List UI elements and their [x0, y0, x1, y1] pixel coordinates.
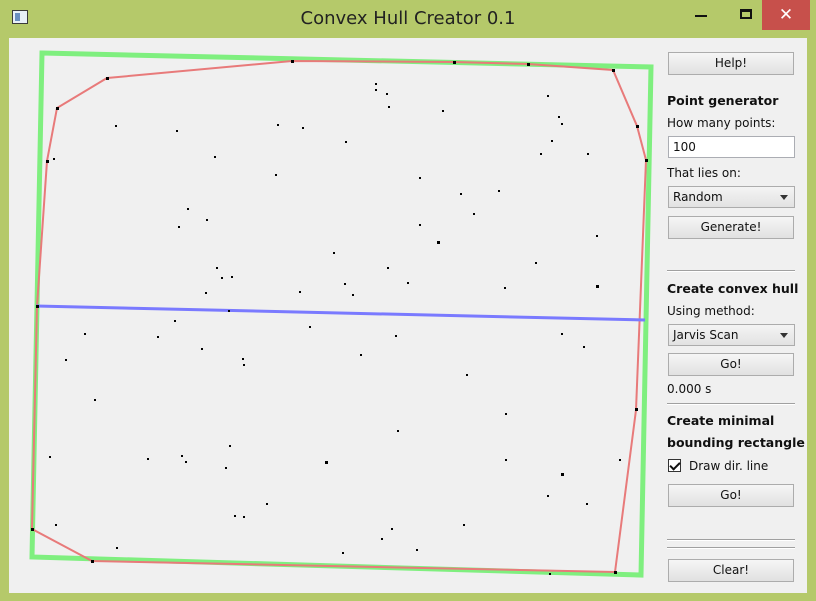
- hull-go-button[interactable]: Go!: [668, 353, 794, 376]
- close-button[interactable]: ✕: [762, 0, 810, 30]
- app-icon: [12, 10, 28, 24]
- client-area: Help! Point generator How many points: 1…: [9, 38, 807, 593]
- separator: [667, 547, 795, 549]
- points-count-input[interactable]: 100: [668, 136, 795, 158]
- draw-dir-line-label[interactable]: Draw dir. line: [689, 459, 769, 473]
- bounding-rect-heading-2: bounding rectangle: [667, 435, 805, 450]
- draw-dir-line-checkbox[interactable]: [668, 459, 681, 472]
- help-button[interactable]: Help!: [668, 52, 794, 75]
- chevron-down-icon: [780, 333, 788, 338]
- chevron-down-icon: [780, 195, 788, 200]
- control-panel: Help! Point generator How many points: 1…: [667, 38, 807, 593]
- method-select-value: Jarvis Scan: [673, 328, 739, 342]
- bounding-go-button[interactable]: Go!: [668, 484, 794, 507]
- window-title: Convex Hull Creator 0.1: [300, 8, 516, 29]
- lies-on-label: That lies on:: [667, 166, 741, 180]
- separator: [667, 270, 795, 272]
- method-label: Using method:: [667, 304, 755, 318]
- separator: [667, 539, 795, 541]
- separator: [667, 403, 795, 405]
- distribution-select[interactable]: Random: [668, 186, 795, 208]
- point-generator-heading: Point generator: [667, 93, 779, 108]
- drawing-canvas[interactable]: [9, 38, 659, 593]
- bounding-rect-heading-1: Create minimal: [667, 413, 775, 428]
- title-bar[interactable]: Convex Hull Creator 0.1 ✕: [0, 0, 816, 38]
- elapsed-time: 0.000 s: [667, 382, 712, 396]
- maximize-button[interactable]: [724, 0, 769, 30]
- direction-line: [35, 304, 646, 322]
- minimize-button[interactable]: [679, 0, 724, 30]
- how-many-points-label: How many points:: [667, 116, 776, 130]
- generate-button[interactable]: Generate!: [668, 216, 794, 239]
- distribution-select-value: Random: [673, 190, 723, 204]
- convex-hull-heading: Create convex hull: [667, 281, 799, 296]
- method-select[interactable]: Jarvis Scan: [668, 324, 795, 346]
- clear-button[interactable]: Clear!: [668, 559, 794, 582]
- points-layer: [31, 60, 648, 575]
